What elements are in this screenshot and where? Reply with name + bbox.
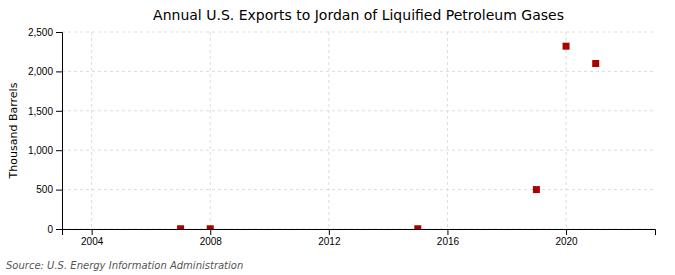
tick-label: 2020: [555, 236, 578, 247]
tick-label: 2,500: [28, 27, 53, 38]
grid: [62, 32, 655, 229]
point: [207, 225, 214, 229]
plot: 2004 2008 2012 2016 2020 0 500 1,000 1,500 2,000 2…: [28, 27, 656, 247]
tick-mark: [210, 229, 211, 235]
tick-label: 1,000: [28, 145, 53, 156]
tick-mark: [56, 229, 62, 230]
tick-label: 2016: [437, 236, 460, 247]
tick-mark: [566, 229, 567, 235]
tick-label: 500: [36, 184, 53, 195]
tick-label: 2008: [200, 236, 223, 247]
tick-mark: [56, 32, 62, 33]
title: Annual U.S. Exports to Jordan of Liquifi…: [153, 7, 564, 23]
grid-line: [62, 110, 655, 111]
grid-line: [566, 32, 567, 229]
tick: 2020: [555, 229, 578, 247]
tick: 2008: [200, 229, 223, 247]
tick: 0: [47, 224, 62, 235]
point: [563, 43, 570, 50]
tick: 2012: [318, 229, 341, 247]
grid-line: [447, 32, 448, 229]
axis-line: [63, 230, 656, 236]
grid-line: [62, 150, 655, 151]
grid-line: [210, 32, 211, 229]
tick: 1,000: [28, 145, 62, 156]
tick: 2,500: [28, 27, 62, 38]
tick: 500: [36, 184, 62, 195]
point: [533, 186, 540, 193]
tick: 2016: [437, 229, 460, 247]
tick-label: 1,500: [28, 106, 53, 117]
y-axis: 0 500 1,000 1,500 2,000 2,500: [28, 27, 63, 235]
tick-mark: [447, 229, 448, 235]
tick-label: 2,000: [28, 66, 53, 77]
tick-mark: [56, 150, 62, 151]
tick-label: 2012: [318, 236, 341, 247]
tick-label: 0: [47, 224, 53, 235]
tick-mark: [92, 229, 93, 235]
tick-mark: [329, 229, 330, 235]
chart: 2004 2008 2012 2016 2020 0 500 1,000 1,500 2,000 2…: [0, 0, 675, 275]
point: [414, 225, 421, 229]
tick: 2004: [81, 229, 104, 247]
tick: 1,500: [28, 106, 62, 117]
source: Source: U.S. Energy Information Administ…: [6, 260, 243, 271]
points: [177, 43, 599, 229]
tick-mark: [56, 111, 62, 112]
axis-line: [56, 33, 63, 230]
grid-line: [91, 32, 92, 229]
tick-mark: [56, 190, 62, 191]
tick: 2,000: [28, 66, 62, 77]
grid-line: [62, 189, 655, 190]
grid-line: [62, 32, 655, 33]
grid-line: [62, 71, 655, 72]
x-axis: 2004 2008 2012 2016 2020: [63, 229, 656, 247]
point: [177, 225, 184, 229]
y-label: Thousand Barrels: [7, 82, 20, 179]
grid-line: [328, 32, 329, 229]
tick-mark: [56, 71, 62, 72]
tick-label: 2004: [81, 236, 104, 247]
point: [592, 60, 599, 67]
